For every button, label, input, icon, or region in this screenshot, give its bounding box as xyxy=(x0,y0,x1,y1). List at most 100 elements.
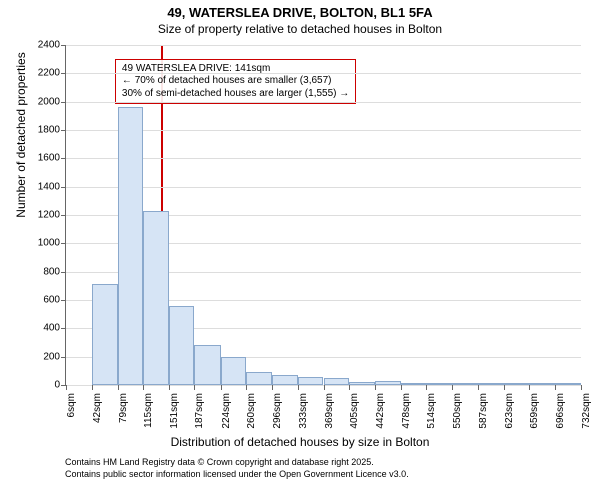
xtick-mark xyxy=(555,385,556,390)
ytick-label: 1400 xyxy=(38,181,60,192)
ytick-mark xyxy=(61,158,66,159)
histogram-bar xyxy=(349,382,375,385)
ytick-label: 1000 xyxy=(38,238,60,249)
xtick-mark xyxy=(143,385,144,390)
xtick-label: 478sqm xyxy=(401,393,412,429)
xtick-label: 224sqm xyxy=(221,393,232,429)
xtick-mark xyxy=(324,385,325,390)
chart-title-line2: Size of property relative to detached ho… xyxy=(0,22,600,36)
xtick-label: 42sqm xyxy=(92,393,103,423)
ytick-mark xyxy=(61,272,66,273)
xtick-mark xyxy=(272,385,273,390)
ytick-mark xyxy=(61,130,66,131)
xtick-label: 514sqm xyxy=(426,393,437,429)
annotation-line2: ← 70% of detached houses are smaller (3,… xyxy=(122,75,349,88)
ytick-mark xyxy=(61,215,66,216)
footer-line1: Contains HM Land Registry data © Crown c… xyxy=(65,457,374,467)
xtick-mark xyxy=(221,385,222,390)
chart-title-line1: 49, WATERSLEA DRIVE, BOLTON, BL1 5FA xyxy=(0,5,600,20)
ytick-mark xyxy=(61,300,66,301)
ytick-mark xyxy=(61,102,66,103)
xtick-label: 550sqm xyxy=(452,393,463,429)
xtick-mark xyxy=(478,385,479,390)
xtick-label: 151sqm xyxy=(169,393,180,429)
plot-area: 49 WATERSLEA DRIVE: 141sqm ← 70% of deta… xyxy=(65,45,581,386)
footer-line2: Contains public sector information licen… xyxy=(65,469,409,479)
ytick-mark xyxy=(61,45,66,46)
xtick-mark xyxy=(401,385,402,390)
xtick-label: 732sqm xyxy=(581,393,592,429)
ytick-label: 1800 xyxy=(38,125,60,136)
ytick-label: 2000 xyxy=(38,96,60,107)
xtick-label: 405sqm xyxy=(349,393,360,429)
ytick-label: 200 xyxy=(43,351,60,362)
xtick-label: 623sqm xyxy=(504,393,515,429)
histogram-bar xyxy=(221,357,247,385)
xtick-mark xyxy=(92,385,93,390)
ytick-label: 600 xyxy=(43,295,60,306)
ytick-label: 1200 xyxy=(38,210,60,221)
xtick-mark xyxy=(529,385,530,390)
chart-container: 49, WATERSLEA DRIVE, BOLTON, BL1 5FA Siz… xyxy=(0,0,600,500)
histogram-bar xyxy=(555,383,581,385)
ytick-mark xyxy=(61,328,66,329)
histogram-bar xyxy=(324,378,350,385)
histogram-bar xyxy=(504,383,530,385)
xtick-label: 659sqm xyxy=(529,393,540,429)
xtick-mark xyxy=(426,385,427,390)
xtick-label: 587sqm xyxy=(478,393,489,429)
histogram-bar xyxy=(401,383,427,385)
xtick-mark xyxy=(298,385,299,390)
xtick-mark xyxy=(504,385,505,390)
histogram-bar xyxy=(452,383,478,385)
xtick-label: 369sqm xyxy=(324,393,335,429)
xtick-label: 333sqm xyxy=(298,393,309,429)
histogram-bar xyxy=(298,377,324,386)
xtick-mark xyxy=(118,385,119,390)
histogram-bar xyxy=(375,381,401,385)
histogram-bar xyxy=(478,383,504,385)
xtick-mark xyxy=(246,385,247,390)
ytick-mark xyxy=(61,357,66,358)
xtick-label: 442sqm xyxy=(375,393,386,429)
xtick-label: 115sqm xyxy=(143,393,154,428)
xtick-label: 6sqm xyxy=(66,393,77,417)
annotation-line3: 30% of semi-detached houses are larger (… xyxy=(122,88,349,101)
histogram-bar xyxy=(426,383,452,385)
gridline xyxy=(66,45,581,46)
xtick-label: 296sqm xyxy=(272,393,283,429)
ytick-label: 1600 xyxy=(38,153,60,164)
gridline xyxy=(66,73,581,74)
x-axis-label: Distribution of detached houses by size … xyxy=(0,435,600,449)
ytick-label: 2200 xyxy=(38,68,60,79)
histogram-bar xyxy=(92,284,118,385)
histogram-bar xyxy=(246,372,272,385)
ytick-label: 800 xyxy=(43,266,60,277)
xtick-mark xyxy=(169,385,170,390)
histogram-bar xyxy=(118,107,144,385)
histogram-bar xyxy=(143,211,169,385)
y-axis-label: Number of detached properties xyxy=(14,0,28,305)
ytick-label: 2400 xyxy=(38,40,60,51)
ytick-mark xyxy=(61,187,66,188)
annotation-box: 49 WATERSLEA DRIVE: 141sqm ← 70% of deta… xyxy=(115,59,356,105)
xtick-mark xyxy=(194,385,195,390)
histogram-bar xyxy=(169,306,195,385)
histogram-bar xyxy=(272,375,298,385)
xtick-label: 260sqm xyxy=(246,393,257,429)
xtick-label: 696sqm xyxy=(555,393,566,429)
histogram-bar xyxy=(529,383,555,385)
xtick-mark xyxy=(375,385,376,390)
xtick-label: 187sqm xyxy=(194,393,205,429)
xtick-mark xyxy=(349,385,350,390)
ytick-label: 0 xyxy=(54,380,60,391)
ytick-label: 400 xyxy=(43,323,60,334)
histogram-bar xyxy=(194,345,220,385)
gridline xyxy=(66,102,581,103)
xtick-mark xyxy=(66,385,67,390)
xtick-label: 79sqm xyxy=(118,393,129,423)
xtick-mark xyxy=(581,385,582,390)
xtick-mark xyxy=(452,385,453,390)
ytick-mark xyxy=(61,73,66,74)
ytick-mark xyxy=(61,243,66,244)
